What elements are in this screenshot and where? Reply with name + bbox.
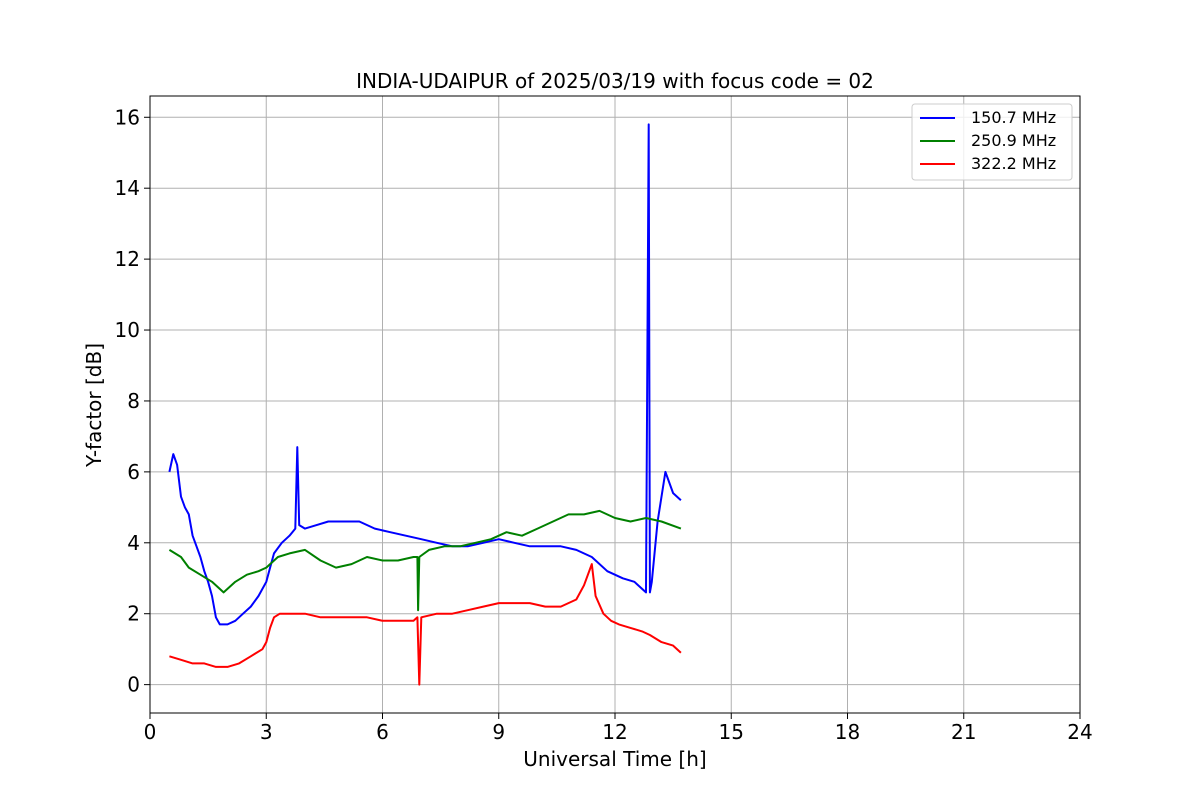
x-tick-label: 9 (492, 720, 505, 744)
y-tick-label: 14 (115, 176, 140, 200)
legend-label-150: 150.7 MHz (971, 108, 1056, 127)
x-tick-label: 6 (376, 720, 389, 744)
x-tick-label: 12 (602, 720, 627, 744)
series-line-2 (169, 563, 682, 686)
y-tick-label: 12 (115, 247, 140, 271)
legend-label-322: 322.2 MHz (971, 154, 1056, 173)
legend-label-250: 250.9 MHz (971, 131, 1056, 150)
y-tick-label: 2 (127, 602, 140, 626)
series-line-1 (168, 509, 682, 612)
x-tick-label: 24 (1067, 720, 1092, 744)
x-tick-label: 3 (260, 720, 273, 744)
x-tick-label: 21 (951, 720, 976, 744)
y-tick-label: 6 (127, 460, 140, 484)
x-axis-label: Universal Time [h] (523, 747, 706, 771)
x-tick-label: 0 (144, 720, 157, 744)
x-tick-label: 18 (835, 720, 860, 744)
y-tick-label: 4 (127, 531, 140, 555)
y-axis-label: Y-factor [dB] (82, 343, 106, 468)
legend: 150.7 MHz 250.9 MHz 322.2 MHz (911, 103, 1073, 181)
chart-title: INDIA-UDAIPUR of 2025/03/19 with focus c… (356, 69, 874, 93)
x-tick-label: 15 (719, 720, 744, 744)
y-tick-label: 10 (115, 318, 140, 342)
legend-box (911, 103, 1073, 181)
y-tick-label: 8 (127, 389, 140, 413)
y-tick-label: 16 (115, 105, 140, 129)
series-layer (168, 123, 682, 686)
y-tick-label: 0 (127, 673, 140, 697)
